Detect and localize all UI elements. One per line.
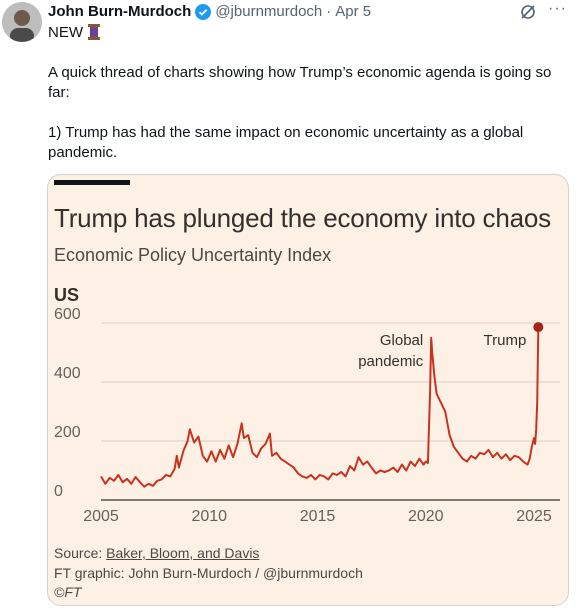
y-tick-label: 0	[54, 483, 63, 500]
x-tick-label: 2005	[83, 508, 119, 525]
x-tick-label: 2020	[408, 508, 444, 525]
annotation-global-pandemic: Global	[380, 332, 423, 349]
author-handle[interactable]: @jburnmurdoch	[215, 3, 323, 20]
more-icon[interactable]: ···	[548, 0, 567, 17]
chart-copyright: ©FT	[54, 584, 82, 600]
grok-icon[interactable]	[519, 3, 537, 21]
chart-credit: FT graphic: John Burn-Murdoch / @jburnmu…	[54, 565, 363, 581]
x-tick-label: 2025	[516, 508, 552, 525]
chart-card[interactable]: Trump has plunged the economy into chaos…	[47, 174, 569, 606]
tweet-paragraph-2: 1) Trump has had the same impact on econ…	[48, 124, 524, 161]
tweet-first-line: NEW	[48, 23, 101, 41]
annotation-global-pandemic: pandemic	[358, 353, 424, 370]
x-tick-label: 2010	[191, 508, 227, 525]
source-link[interactable]: Baker, Bloom, and Davis	[106, 545, 260, 561]
author-name[interactable]: John Burn-Murdoch	[48, 3, 192, 20]
thread-spool-icon	[87, 23, 101, 41]
tweet-paragraph-1: A quick thread of charts showing how Tru…	[48, 64, 552, 101]
uncertainty-series-line	[100, 327, 540, 488]
trump-end-point	[533, 322, 544, 333]
x-tick-label: 2015	[300, 508, 336, 525]
annotation-trump: Trump	[484, 332, 527, 349]
avatar[interactable]	[2, 2, 42, 42]
chart-source: Source: Baker, Bloom, and Davis	[54, 544, 259, 563]
chart-subtitle: Economic Policy Uncertainty Index	[54, 245, 332, 265]
uncertainty-chart: 0 200 400 600 2005 2010 2015 2020 2025 Global pand…	[54, 306, 560, 525]
y-tick-label: 600	[54, 306, 81, 323]
separator: ·	[326, 3, 332, 20]
chart-unit: US	[54, 285, 80, 305]
post-date[interactable]: Apr 5	[335, 3, 372, 20]
chart-title: Trump has plunged the economy into chaos	[54, 203, 551, 233]
source-prefix: Source:	[54, 545, 107, 561]
ft-top-bar	[54, 180, 130, 185]
y-tick-label: 400	[54, 365, 81, 382]
y-tick-label: 200	[54, 424, 81, 441]
tweet-new-label: NEW	[48, 23, 83, 41]
verified-badge-icon	[195, 3, 212, 20]
tweet-header: John Burn-Murdoch @jburnmurdoch · Apr 5	[48, 3, 371, 20]
